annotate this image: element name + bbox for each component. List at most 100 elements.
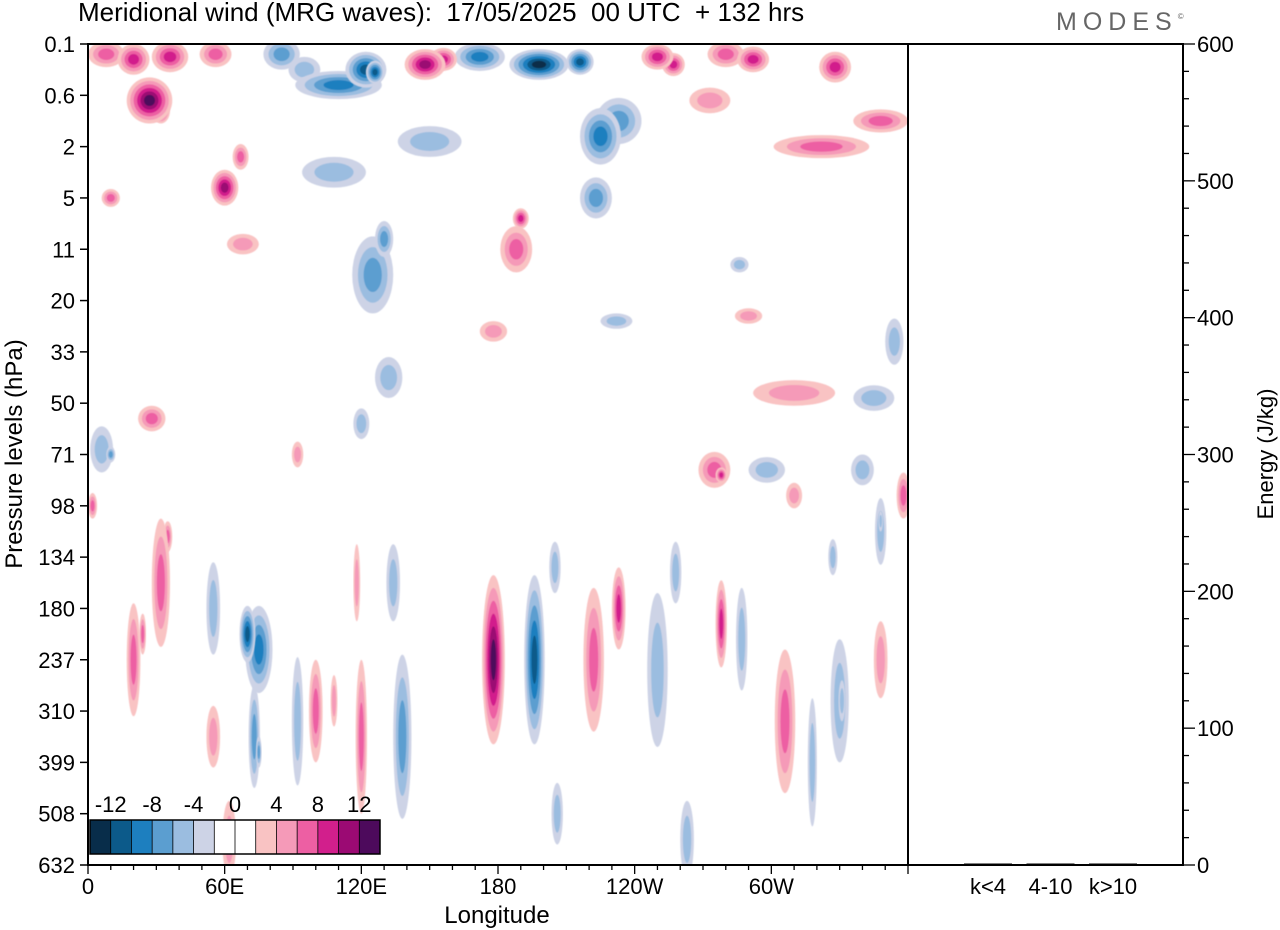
colorbar-swatch xyxy=(359,820,381,854)
y-tick-label: 134 xyxy=(38,545,75,570)
energy-bar-k>10 xyxy=(1089,863,1137,865)
contour-band xyxy=(593,126,608,147)
contour-band xyxy=(531,635,538,684)
contour-band xyxy=(780,689,790,754)
wind-anomaly-neg-79 xyxy=(580,108,621,165)
wind-anomaly-pos-43 xyxy=(853,109,908,133)
wind-anomaly-neg-38 xyxy=(838,680,846,722)
y-axis-label: Pressure levels (hPa) xyxy=(1,339,28,568)
contour-band xyxy=(829,61,841,73)
contour-band xyxy=(209,580,218,637)
colorbar-swatch xyxy=(338,820,360,854)
colorbar-label: 4 xyxy=(270,792,282,817)
contour-band xyxy=(839,688,845,714)
colorbar-label: 0 xyxy=(229,792,241,817)
contour-band xyxy=(251,713,257,760)
wind-anomaly-neg-66 xyxy=(106,446,116,463)
wind-anomaly-neg-97 xyxy=(509,49,569,80)
chart-title: Meridional wind (MRG waves): 17/05/2025 … xyxy=(78,0,805,27)
wind-anomaly-neg-92 xyxy=(524,575,545,745)
colorbar-swatch xyxy=(255,820,277,854)
contour-band xyxy=(141,624,145,644)
contour-band xyxy=(220,182,229,193)
contour-band xyxy=(616,594,622,623)
energy-tick-label: 100 xyxy=(1197,716,1234,741)
contour-band xyxy=(697,92,723,109)
contour-band xyxy=(380,364,398,391)
wind-anomaly-pos-46 xyxy=(232,144,249,170)
contour-band xyxy=(354,559,359,607)
wind-anomaly-pos-56 xyxy=(138,405,166,432)
contour-band xyxy=(254,634,264,665)
colorbar-swatch xyxy=(131,820,153,854)
x-tick-label: 180 xyxy=(480,874,517,899)
contour-band xyxy=(323,80,354,90)
contour-band xyxy=(273,47,290,62)
wind-anomaly-pos-31 xyxy=(479,321,508,342)
wind-anomaly-pos-27 xyxy=(873,621,888,699)
contour-band xyxy=(553,794,561,833)
energy-axis: 0 100 200 300 400 500 600 xyxy=(1183,32,1234,878)
contour-band xyxy=(471,51,489,62)
wind-anomaly-pos-29 xyxy=(689,87,731,114)
contour-band xyxy=(485,325,502,338)
wind-anomaly-neg-58 xyxy=(248,685,260,789)
contour-band xyxy=(143,94,156,107)
wind-anomaly-neg-45 xyxy=(580,177,612,219)
wind-anomaly-neg-9 xyxy=(885,318,904,365)
contour-band xyxy=(145,412,158,425)
contour-band xyxy=(879,514,883,528)
wind-anomaly-pos-48 xyxy=(126,603,141,717)
wind-anomaly-pos-10 xyxy=(291,441,304,468)
contour-band xyxy=(90,500,95,512)
wind-anomaly-neg-76 xyxy=(454,44,505,71)
wind-anomaly-pos-44 xyxy=(773,135,870,159)
colorbar-swatch xyxy=(214,820,236,854)
wind-anomaly-pos-78 xyxy=(737,46,770,73)
wind-anomaly-neg-7 xyxy=(730,256,749,273)
contour-band xyxy=(156,554,165,612)
contour-band xyxy=(755,461,778,478)
colorbar-swatch xyxy=(152,820,174,854)
wind-anomaly-pos-80 xyxy=(611,567,626,650)
colorbar-label: 12 xyxy=(347,792,371,817)
x-axis-label: Longitude xyxy=(444,902,549,929)
wind-anomaly-neg-71 xyxy=(255,736,262,768)
wind-anomaly-pos-24 xyxy=(206,705,221,768)
wind-field-layer xyxy=(88,44,908,865)
contour-band xyxy=(551,551,559,584)
wind-anomaly-neg-14 xyxy=(206,562,221,655)
wind-anomaly-pos-67 xyxy=(698,451,731,488)
contour-band xyxy=(163,51,177,63)
wind-anomaly-pos-70 xyxy=(151,518,170,647)
wind-anomaly-neg-2 xyxy=(551,782,563,845)
contour-band xyxy=(588,188,604,208)
wind-anomaly-pos-50 xyxy=(308,659,323,763)
y-tick-label: 33 xyxy=(51,340,75,365)
y-tick-label: 20 xyxy=(51,289,75,314)
wind-anomaly-pos-22 xyxy=(734,308,763,324)
energy-tick-label: 600 xyxy=(1197,32,1234,57)
contour-band xyxy=(358,702,364,771)
y-tick-label: 2 xyxy=(63,135,75,160)
contour-band xyxy=(94,435,109,464)
contour-band xyxy=(245,626,250,643)
wind-anomaly-pos-49 xyxy=(139,613,147,655)
wind-anomaly-neg-5 xyxy=(397,126,462,157)
energy-category-label: k<4 xyxy=(970,874,1006,899)
energy-bar-4-10 xyxy=(1026,863,1075,865)
x-tick-label: 60E xyxy=(205,874,244,899)
wind-anomaly-pos-17 xyxy=(353,544,361,622)
wind-anomaly-neg-6 xyxy=(375,357,403,399)
wind-anomaly-neg-72 xyxy=(393,654,412,819)
contour-band xyxy=(372,68,378,76)
y-tick-label: 0.6 xyxy=(44,83,75,108)
contour-band xyxy=(717,48,734,60)
wind-anomaly-neg-26 xyxy=(669,541,682,604)
contour-band xyxy=(888,327,900,356)
contour-band xyxy=(389,559,398,607)
contour-band xyxy=(738,607,746,671)
colorbar-swatch xyxy=(276,820,298,854)
wind-anomaly-pos-35 xyxy=(330,675,338,727)
